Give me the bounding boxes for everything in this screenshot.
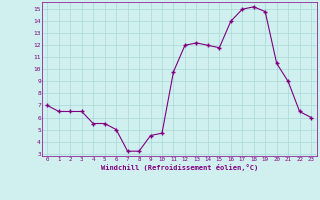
X-axis label: Windchill (Refroidissement éolien,°C): Windchill (Refroidissement éolien,°C): [100, 164, 258, 171]
